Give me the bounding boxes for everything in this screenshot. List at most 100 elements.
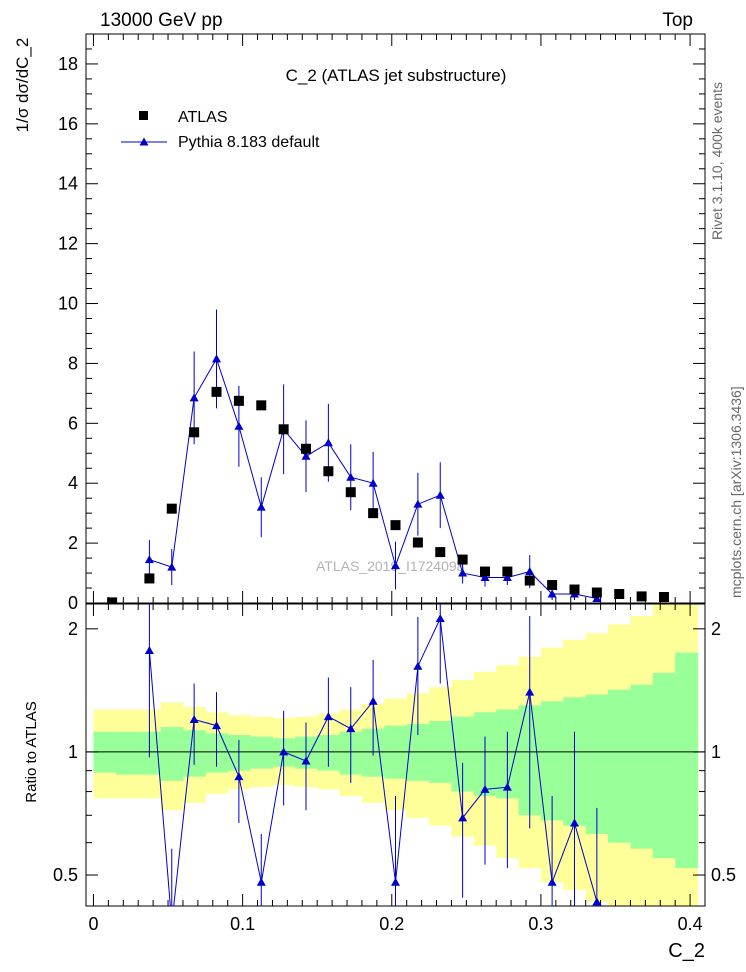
ratio-point — [323, 712, 333, 721]
atlas-point — [301, 443, 312, 454]
y-tick-label: 10 — [58, 294, 78, 314]
ratio-point — [234, 772, 244, 781]
x-tick-label: 0 — [88, 914, 98, 934]
watermark: ATLAS_2019_I1724098 — [316, 558, 465, 574]
atlas-point — [166, 503, 177, 514]
ratio-point — [458, 813, 468, 822]
legend-pythia-marker — [139, 137, 149, 146]
pythia-point — [547, 589, 557, 598]
header-right: Top — [662, 10, 693, 31]
ratio-y-tick-label-right: 0.5 — [711, 865, 736, 885]
pythia-point — [368, 478, 378, 487]
atlas-point — [189, 427, 200, 438]
ratio-point — [167, 919, 176, 927]
ratio-panel: 0.5 0.5 1 1 2 2 0 0.1 0.2 0.3 0.4 Ratio to ATLAS — [23, 603, 736, 934]
ratio-point — [279, 747, 289, 756]
main-axes: 2 4 6 8 10 12 14 16 18 0 — [58, 33, 706, 613]
ratio-y-tick-label: 0.5 — [53, 865, 78, 885]
ratio-point — [368, 696, 378, 705]
ratio-point — [525, 687, 535, 696]
y-axis-title: 1/σ dσ/dC_2 — [13, 38, 32, 133]
ratio-band-inner — [540, 701, 564, 821]
y-tick-label: 4 — [68, 473, 78, 493]
y-tick-label: 0 — [68, 593, 78, 613]
ratio-band-inner — [675, 652, 699, 869]
y-tick-label: 8 — [68, 353, 78, 373]
pythia-point — [301, 451, 311, 460]
atlas-point — [502, 566, 513, 577]
ratio-y-tick-label: 2 — [68, 619, 78, 639]
atlas-point — [144, 573, 155, 584]
atlas-point — [569, 584, 580, 595]
atlas-point — [107, 597, 118, 603]
ratio-y-tick-label-right: 2 — [711, 619, 721, 639]
ratio-band-inner — [585, 694, 609, 834]
ratio-point — [212, 721, 222, 730]
atlas-point — [614, 589, 625, 600]
ratio-point — [301, 756, 311, 765]
ratio-point — [391, 877, 400, 886]
pythia-point — [480, 573, 490, 582]
x-axis-title: C_2 — [668, 940, 705, 962]
ratio-band-inner — [160, 727, 184, 781]
y-tick-label: 12 — [58, 234, 78, 254]
atlas-point — [278, 424, 289, 435]
mcplots-label: mcplots.cern.ch [arXiv:1306.3436] — [728, 386, 744, 598]
legend-atlas-marker — [139, 111, 148, 120]
pythia-point — [592, 594, 602, 603]
pythia-point — [502, 573, 512, 582]
pythia-point — [144, 555, 154, 564]
ratio-point — [189, 715, 199, 724]
ratio-band-inner — [115, 731, 139, 775]
ratio-point — [435, 613, 445, 622]
atlas-point — [390, 520, 401, 531]
atlas-point — [345, 487, 356, 498]
x-tick-label: 0.1 — [230, 914, 255, 934]
legend: ATLAS Pythia 8.183 default — [121, 109, 320, 151]
pythia-point — [167, 562, 177, 571]
pythia-point — [525, 567, 535, 576]
ratio-point — [144, 646, 154, 655]
pythia-point — [234, 421, 244, 430]
ratio-y-tick-label-right: 1 — [711, 742, 721, 762]
atlas-point — [524, 575, 535, 586]
x-tick-label: 0.4 — [678, 914, 703, 934]
legend-atlas-label: ATLAS — [178, 109, 228, 126]
pythia-point — [458, 568, 468, 577]
atlas-point — [457, 554, 468, 565]
atlas-point — [636, 591, 647, 602]
atlas-point — [658, 592, 669, 603]
header-left: 13000 GeV pp — [100, 10, 223, 31]
ratio-point — [346, 724, 356, 733]
y-tick-label: 16 — [58, 114, 78, 134]
pythia-point — [435, 490, 445, 499]
y-tick-label: 2 — [68, 533, 78, 553]
ratio-y-axis-title: Ratio to ATLAS — [23, 701, 40, 802]
atlas-point — [479, 566, 490, 577]
pythia-point — [212, 354, 222, 363]
atlas-point — [412, 537, 423, 548]
ratio-band-inner — [250, 736, 274, 769]
y-tick-label: 14 — [58, 174, 78, 194]
atlas-point — [547, 580, 558, 591]
main-panel: 2 4 6 8 10 12 14 16 18 0 C_2 (ATLAS jet substruct… — [13, 33, 706, 613]
x-tick-label: 0.3 — [528, 914, 553, 934]
ratio-point — [569, 818, 579, 827]
atlas-point — [256, 400, 267, 411]
atlas-point — [591, 587, 602, 598]
pythia-point — [256, 502, 266, 511]
ratio-point — [413, 661, 423, 670]
ratio-axes: 0.5 0.5 1 1 2 2 0 0.1 0.2 0.3 0.4 — [53, 603, 736, 934]
rivet-label: Rivet 3.1.10, 400k events — [709, 82, 725, 240]
pythia-point — [189, 393, 199, 402]
pythia-point — [391, 561, 400, 570]
y-tick-label: 18 — [58, 54, 78, 74]
ratio-point — [502, 782, 512, 791]
x-tick-label: 0.2 — [379, 914, 404, 934]
legend-pythia-label: Pythia 8.183 default — [178, 134, 320, 151]
ratio-point — [256, 877, 266, 886]
ratio-point — [480, 784, 490, 793]
pythia-point — [413, 499, 423, 508]
main-title: C_2 (ATLAS jet substructure) — [286, 66, 507, 85]
